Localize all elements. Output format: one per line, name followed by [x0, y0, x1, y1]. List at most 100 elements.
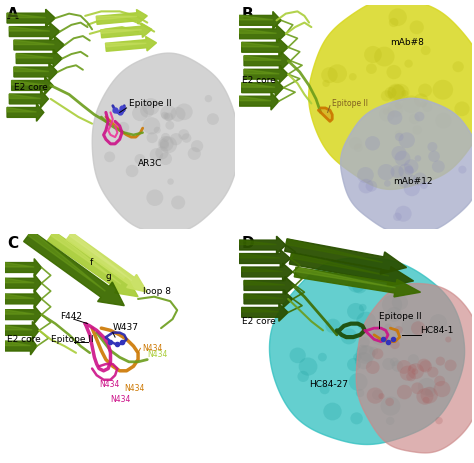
Circle shape	[359, 337, 370, 348]
Circle shape	[349, 373, 368, 391]
Polygon shape	[5, 290, 42, 308]
Text: A: A	[7, 7, 19, 22]
Circle shape	[165, 121, 174, 130]
Polygon shape	[7, 9, 55, 27]
Circle shape	[436, 357, 445, 366]
Polygon shape	[5, 259, 42, 276]
Text: F442: F442	[60, 312, 82, 321]
Text: E2 core: E2 core	[14, 83, 48, 92]
Text: E2 core: E2 core	[242, 76, 275, 85]
Circle shape	[397, 360, 411, 374]
Circle shape	[328, 64, 347, 83]
Circle shape	[390, 357, 399, 366]
Circle shape	[402, 95, 420, 113]
Text: D: D	[242, 236, 255, 251]
Polygon shape	[244, 69, 279, 74]
Text: HC84-1: HC84-1	[420, 325, 454, 335]
Text: AR3C: AR3C	[138, 159, 163, 169]
Circle shape	[290, 348, 306, 363]
Circle shape	[318, 353, 327, 362]
Circle shape	[371, 327, 390, 345]
Circle shape	[356, 389, 365, 397]
Polygon shape	[269, 258, 465, 444]
Circle shape	[432, 160, 445, 173]
Circle shape	[412, 369, 418, 375]
Polygon shape	[294, 267, 420, 297]
Polygon shape	[9, 27, 50, 31]
Circle shape	[159, 138, 169, 148]
Polygon shape	[239, 15, 273, 20]
Circle shape	[322, 80, 330, 87]
Circle shape	[349, 137, 362, 150]
Circle shape	[418, 84, 432, 97]
Circle shape	[453, 61, 464, 72]
Circle shape	[175, 103, 192, 120]
Text: C: C	[7, 236, 18, 251]
Circle shape	[356, 312, 376, 331]
Circle shape	[104, 151, 115, 162]
Circle shape	[161, 133, 170, 142]
Circle shape	[367, 388, 383, 404]
Circle shape	[406, 372, 416, 382]
Circle shape	[358, 179, 374, 194]
Circle shape	[413, 173, 427, 186]
Circle shape	[458, 166, 466, 174]
Circle shape	[386, 65, 401, 79]
Polygon shape	[14, 63, 58, 81]
Circle shape	[154, 127, 161, 134]
Polygon shape	[5, 278, 34, 283]
Circle shape	[409, 113, 419, 124]
Circle shape	[163, 113, 170, 119]
Circle shape	[364, 46, 382, 63]
Circle shape	[422, 397, 429, 404]
Circle shape	[404, 181, 420, 196]
Polygon shape	[5, 294, 34, 299]
Circle shape	[355, 352, 373, 369]
Polygon shape	[12, 76, 53, 94]
Polygon shape	[242, 38, 288, 56]
Circle shape	[435, 113, 452, 129]
Circle shape	[399, 132, 415, 148]
Circle shape	[418, 378, 436, 396]
Circle shape	[347, 275, 365, 293]
Polygon shape	[5, 306, 42, 324]
Polygon shape	[242, 42, 279, 47]
Circle shape	[392, 294, 408, 310]
Circle shape	[381, 90, 392, 101]
Polygon shape	[66, 232, 147, 292]
Circle shape	[433, 80, 453, 100]
Circle shape	[417, 359, 431, 372]
Polygon shape	[106, 43, 146, 47]
Circle shape	[425, 387, 436, 397]
Polygon shape	[242, 307, 279, 312]
Circle shape	[384, 87, 397, 99]
Circle shape	[408, 354, 419, 365]
Text: mAb#8: mAb#8	[390, 38, 424, 47]
Polygon shape	[239, 236, 286, 254]
Circle shape	[347, 303, 365, 319]
Circle shape	[390, 340, 400, 349]
Circle shape	[323, 403, 342, 420]
Circle shape	[410, 20, 424, 34]
Circle shape	[412, 125, 422, 135]
Polygon shape	[239, 96, 271, 100]
Text: mAb#12: mAb#12	[392, 177, 432, 186]
Circle shape	[420, 387, 438, 404]
Polygon shape	[5, 337, 37, 355]
Circle shape	[384, 324, 392, 331]
Circle shape	[400, 366, 416, 381]
Circle shape	[455, 101, 470, 116]
Circle shape	[404, 166, 413, 175]
Polygon shape	[16, 50, 62, 68]
Circle shape	[392, 146, 407, 161]
Text: W437: W437	[113, 323, 139, 332]
Circle shape	[404, 159, 419, 173]
Polygon shape	[291, 253, 389, 276]
Circle shape	[357, 344, 367, 355]
Text: Epitope II: Epitope II	[379, 312, 421, 321]
Circle shape	[146, 189, 163, 206]
Circle shape	[427, 367, 438, 377]
Circle shape	[347, 358, 361, 371]
Circle shape	[414, 112, 424, 121]
Circle shape	[387, 110, 402, 125]
